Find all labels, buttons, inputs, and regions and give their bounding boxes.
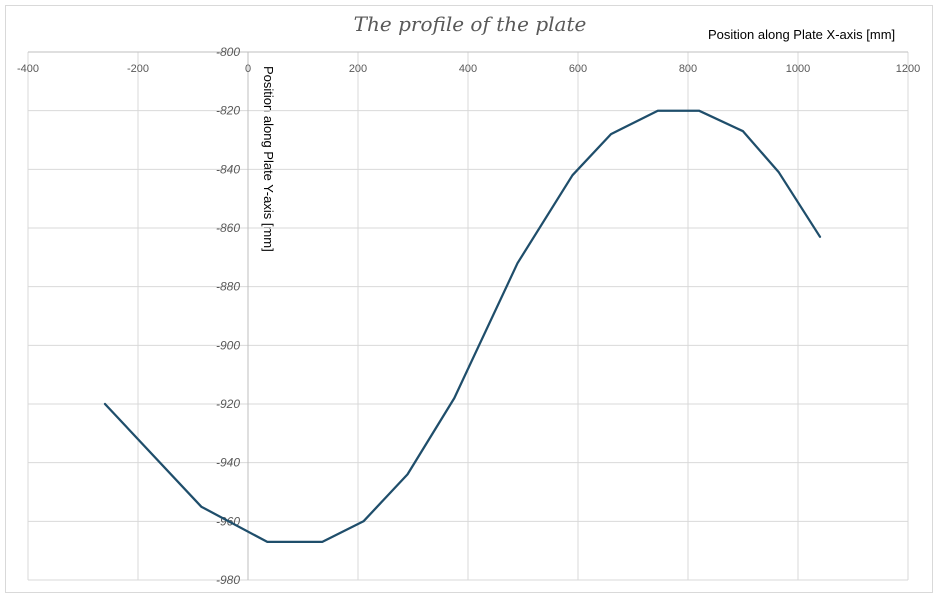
- x-tick-label: 400: [459, 63, 477, 75]
- y-tick-label: -920: [216, 397, 240, 411]
- x-tick-label: 200: [349, 63, 367, 75]
- y-tick-label: -900: [216, 338, 240, 352]
- x-tick-label: 800: [679, 63, 697, 75]
- y-tick-label: -840: [216, 162, 240, 176]
- y-tick-label: -820: [216, 104, 240, 118]
- x-axis-label: Position along Plate X-axis [mm]: [708, 27, 896, 42]
- chart-title: The profile of the plate: [353, 12, 587, 36]
- x-tick-label: -400: [17, 63, 39, 75]
- x-tick-label: 600: [569, 63, 587, 75]
- x-tick-label: 1000: [786, 63, 810, 75]
- y-tick-label: -940: [216, 456, 240, 470]
- x-tick-label: 0: [245, 63, 251, 75]
- y-tick-label: -980: [216, 573, 240, 587]
- y-tick-label: -860: [216, 221, 240, 235]
- x-tick-label: -200: [127, 63, 149, 75]
- y-tick-label: -800: [216, 45, 240, 59]
- series-line: [103, 109, 822, 544]
- y-tick-label: -880: [216, 280, 240, 294]
- y-axis-label: Position along Plate Y-axis [mm]: [261, 66, 276, 252]
- chart-frame: [5, 5, 933, 593]
- x-tick-label: 1200: [896, 63, 920, 75]
